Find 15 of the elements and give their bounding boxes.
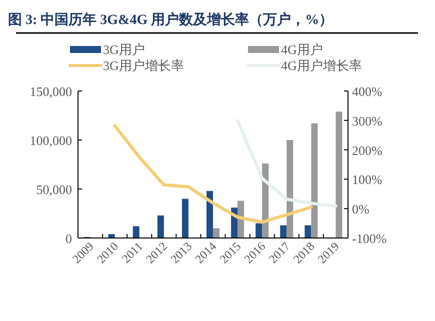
legend-label: 3G用户 [103, 42, 145, 57]
y2-tick-label: 300% [352, 113, 382, 128]
y-tick-label: 0 [66, 231, 72, 246]
legend-label: 4G用户增长率 [281, 58, 362, 73]
y-tick-label: 100,000 [30, 133, 72, 148]
y2-tick-label: 200% [352, 142, 382, 158]
y2-tick-label: 100% [352, 172, 382, 188]
chart-title: 图 3: 中国历年 3G&4G 用户数及增长率（万户，%） [8, 11, 334, 28]
legend-label: 3G用户增长率 [103, 58, 184, 73]
y2-tick-label: -100% [352, 231, 387, 246]
legend-label: 4G用户 [281, 42, 323, 57]
y-tick-label: 150,000 [30, 84, 72, 99]
y-tick-label: 50,000 [36, 182, 72, 197]
y2-tick-label: 400% [352, 84, 382, 99]
y2-tick-label: 0% [352, 202, 370, 217]
